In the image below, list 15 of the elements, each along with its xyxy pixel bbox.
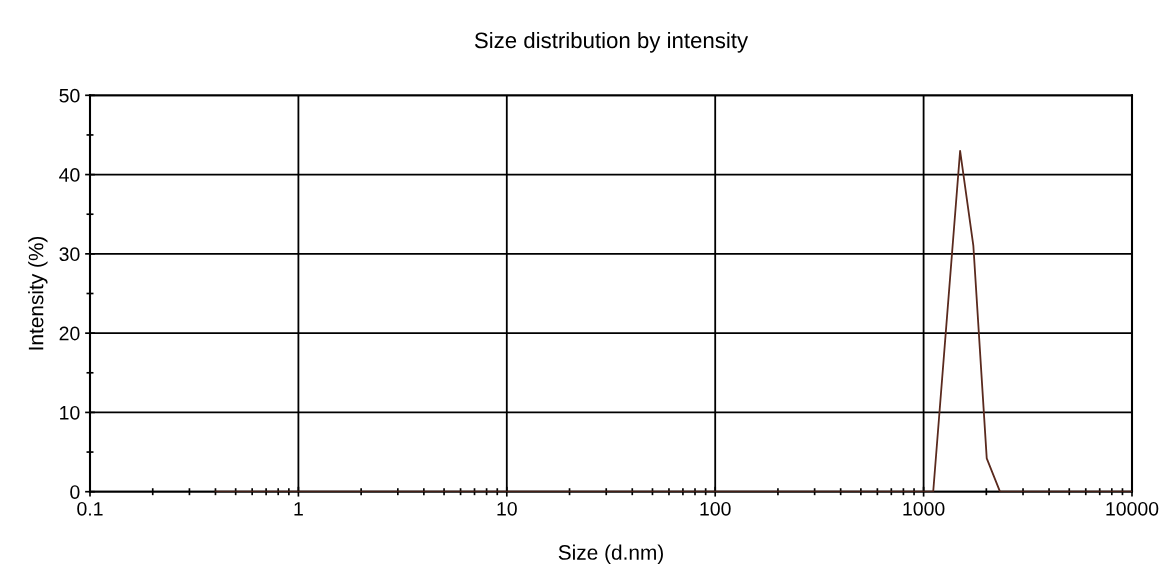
x-tick-label: 0.1 xyxy=(77,501,103,516)
chart-title: Size distribution by intensity xyxy=(474,31,749,53)
y-axis-title: Intensity (%) xyxy=(28,236,48,350)
x-axis-title: Size (d.nm) xyxy=(558,544,663,564)
y-tick-label: 0 xyxy=(70,485,80,499)
x-tick-label: 1 xyxy=(294,502,303,516)
x-tick-label: 10000 xyxy=(1106,501,1159,516)
x-tick-label: 1000 xyxy=(903,501,945,516)
y-tick-label: 40 xyxy=(59,168,80,182)
y-tick-label: 10 xyxy=(60,405,80,420)
x-tick-label: 100 xyxy=(700,501,731,516)
y-tick-label: 20 xyxy=(59,326,80,341)
y-tick-label: 50 xyxy=(59,88,80,103)
x-tick-label: 10 xyxy=(497,501,517,516)
y-tick-label: 30 xyxy=(59,247,80,262)
